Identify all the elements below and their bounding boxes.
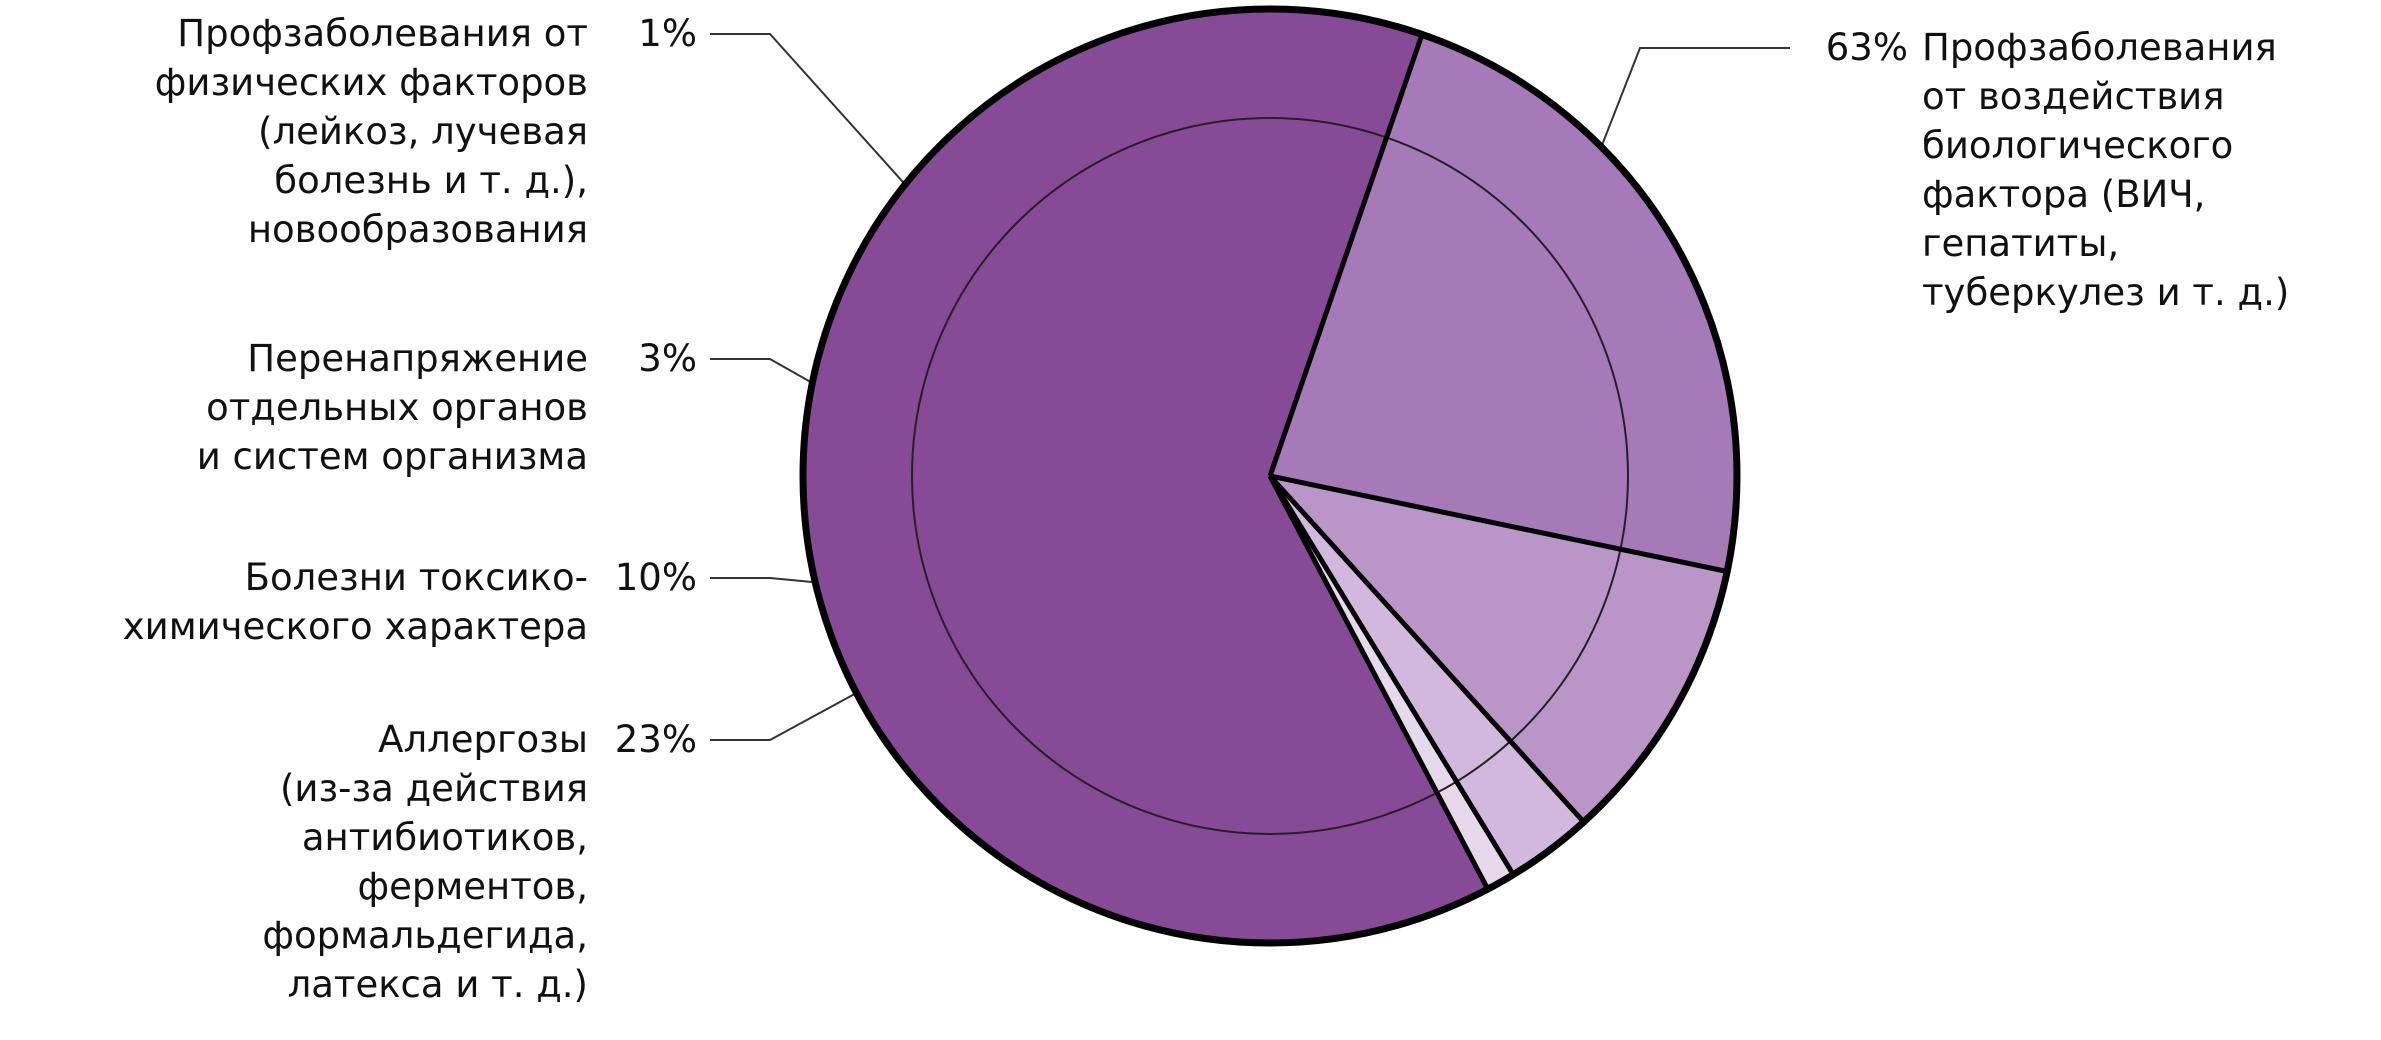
category-label-biological-line: от воздействия <box>1922 75 2224 118</box>
category-label-physical-line: Профзаболевания от <box>177 12 588 55</box>
outer-ring <box>799 5 1741 947</box>
category-label-allergoses-line: (из-за действия <box>280 767 588 810</box>
category-label-biological-line: гепатиты, <box>1922 222 2119 265</box>
percent-label-overstrain: 3% <box>638 337 697 380</box>
category-label-biological-line: биологического <box>1922 124 2233 167</box>
category-label-biological-line: Профзаболевания <box>1922 26 2277 69</box>
category-labels: Профзаболевания от воздействия биологическ… <box>123 12 2290 1006</box>
category-label-allergoses-line: латекса и т. д.) <box>288 963 588 1006</box>
category-label-physical-line: (лейкоз, лучевая <box>258 110 588 153</box>
category-label-overstrain-line: Перенапряжение <box>247 337 588 380</box>
category-label-physical-line: новообразования <box>248 208 588 251</box>
percent-label-toxic-chemical: 10% <box>615 556 697 599</box>
category-label-biological-line: туберкулез и т. д.) <box>1922 271 2289 314</box>
inner-ring <box>911 117 1629 835</box>
category-label-allergoses-line: ферментов, <box>357 865 588 908</box>
category-label-toxic-chemical-line: химического характера <box>123 605 588 648</box>
pie-slice-overstrain <box>1270 476 1584 875</box>
slice-border <box>1267 33 1425 477</box>
leader-line-biological <box>1594 47 1790 163</box>
slice-border <box>1267 474 1491 891</box>
percent-label-biological: 63% <box>1826 26 1908 69</box>
category-label-overstrain-line: отдельных органов <box>206 386 588 429</box>
category-label-overstrain-line: и систем организма <box>197 435 588 478</box>
category-label-toxic-chemical-line: Болезни токсико- <box>245 556 588 599</box>
percent-label-physical: 1% <box>638 12 697 55</box>
category-label-allergoses-line: Аллергозы <box>378 718 588 761</box>
percent-labels: 63% 23% 10% 3% 1% <box>615 12 1908 761</box>
category-label-physical-line: болезнь и т. д.), <box>274 159 588 202</box>
slice-border <box>1269 473 1728 574</box>
pie-slice-biological <box>803 8 1488 943</box>
category-label-allergoses-line: формальдегида, <box>262 914 588 957</box>
percent-label-allergoses: 23% <box>615 718 697 761</box>
slice-borders <box>1267 33 1728 891</box>
category-label-biological-line: фактора (ВИЧ, <box>1922 173 2205 216</box>
slice-border <box>1268 474 1586 824</box>
slice-border <box>1267 474 1516 876</box>
pie-slice-toxic-chemical <box>1270 476 1728 822</box>
category-label-allergoses-line: антибиотиков, <box>302 816 588 859</box>
category-label-physical-line: физических факторов <box>155 61 588 104</box>
